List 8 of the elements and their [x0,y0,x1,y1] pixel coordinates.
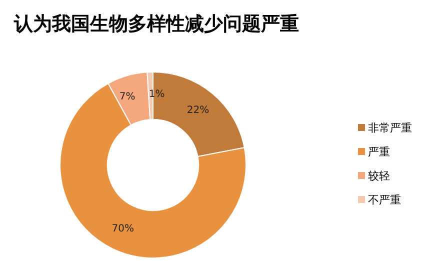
data-label: 7% [119,92,136,103]
data-label: 70% [112,223,134,234]
legend-label: 严重 [368,146,390,158]
legend-label: 不严重 [368,194,401,206]
chart-title: 认为我国生物多样性减少问题严重 [13,13,299,35]
legend-label: 非常严重 [368,122,412,134]
legend-label: 较轻 [368,170,390,182]
data-label: 22% [186,105,210,116]
